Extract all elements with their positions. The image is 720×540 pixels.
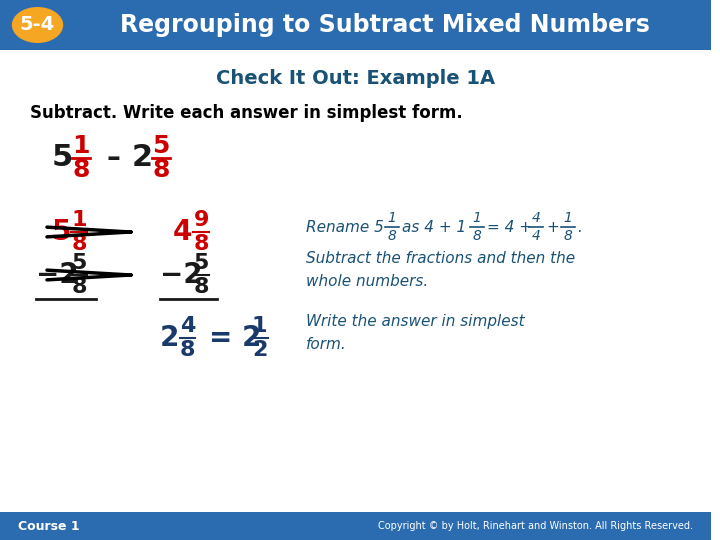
Text: 2: 2: [131, 144, 153, 172]
Text: 8: 8: [472, 229, 481, 243]
Text: 2: 2: [252, 340, 267, 360]
Text: 8: 8: [194, 277, 209, 297]
Text: 5: 5: [194, 253, 209, 273]
Text: Write the answer in simplest
form.: Write the answer in simplest form.: [306, 314, 525, 352]
Text: 4: 4: [531, 211, 541, 225]
Text: 1: 1: [387, 211, 397, 225]
Text: .: .: [577, 219, 582, 234]
Text: 4: 4: [531, 229, 541, 243]
Text: 1: 1: [472, 211, 481, 225]
Text: 8: 8: [72, 158, 90, 182]
Text: 8: 8: [563, 229, 572, 243]
Text: Course 1: Course 1: [18, 519, 79, 532]
Text: 8: 8: [152, 158, 170, 182]
Text: = 4 +: = 4 +: [487, 219, 531, 234]
Text: 9: 9: [194, 210, 209, 230]
Text: Subtract the fractions and then the
whole numbers.: Subtract the fractions and then the whol…: [306, 252, 575, 288]
Text: Copyright © by Holt, Rinehart and Winston. All Rights Reserved.: Copyright © by Holt, Rinehart and Winsto…: [378, 521, 693, 531]
Text: Rename 5: Rename 5: [306, 219, 384, 234]
Text: 5: 5: [152, 134, 170, 158]
Text: 5: 5: [71, 253, 86, 273]
Text: Check It Out: Example 1A: Check It Out: Example 1A: [216, 69, 495, 87]
Text: 8: 8: [71, 234, 86, 254]
Text: = 2: = 2: [210, 324, 261, 352]
Ellipse shape: [12, 7, 63, 43]
Text: Subtract. Write each answer in simplest form.: Subtract. Write each answer in simplest …: [30, 104, 462, 122]
Text: as 4 + 1: as 4 + 1: [402, 219, 466, 234]
Text: Regrouping to Subtract Mixed Numbers: Regrouping to Subtract Mixed Numbers: [120, 13, 650, 37]
Text: 1: 1: [72, 134, 90, 158]
Text: +: +: [546, 219, 559, 234]
FancyBboxPatch shape: [0, 512, 711, 540]
FancyBboxPatch shape: [0, 0, 711, 50]
Text: 8: 8: [71, 277, 86, 297]
Text: 8: 8: [180, 340, 195, 360]
Text: −2: −2: [35, 261, 78, 289]
Text: 5: 5: [51, 144, 73, 172]
Text: 5: 5: [51, 218, 71, 246]
Text: 2: 2: [160, 324, 179, 352]
Text: 5-4: 5-4: [20, 16, 55, 35]
Text: 1: 1: [71, 210, 86, 230]
Text: –: –: [107, 144, 120, 172]
Text: 4: 4: [180, 316, 195, 336]
Text: −2: −2: [160, 261, 202, 289]
Text: 8: 8: [387, 229, 397, 243]
Text: 1: 1: [252, 316, 267, 336]
Text: 8: 8: [194, 234, 209, 254]
Text: 1: 1: [563, 211, 572, 225]
Text: 4: 4: [173, 218, 192, 246]
